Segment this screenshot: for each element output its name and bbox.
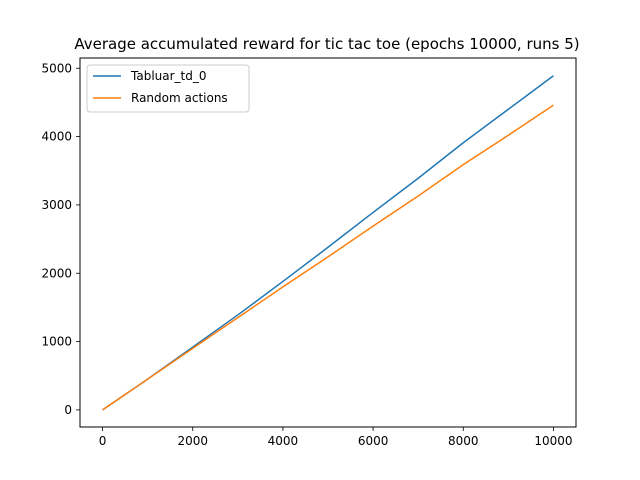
y-tick-label: 2000 — [41, 266, 72, 280]
legend-label-2: Random actions — [131, 91, 228, 105]
plot-frame — [79, 57, 577, 428]
plot-lines — [102, 75, 554, 411]
y-tick-label: 5000 — [41, 61, 72, 75]
x-tick-label: 10000 — [534, 434, 572, 448]
y-tick-label: 0 — [64, 403, 72, 417]
series-line-2 — [102, 104, 554, 411]
chart-title: Average accumulated reward for tic tac t… — [74, 35, 579, 53]
y-axis-ticks: 0 1000 2000 3000 4000 5000 — [41, 61, 80, 417]
series-line-1 — [102, 75, 554, 411]
x-tick-label: 6000 — [358, 434, 389, 448]
x-tick-label: 8000 — [448, 434, 479, 448]
legend: Tabluar_td_0 Random actions — [86, 64, 250, 113]
x-tick-label: 4000 — [268, 434, 299, 448]
legend-box — [86, 64, 250, 113]
legend-label-1: Tabluar_td_0 — [130, 69, 207, 83]
x-tick-label: 2000 — [177, 434, 208, 448]
y-tick-label: 3000 — [41, 198, 72, 212]
x-axis-ticks: 0 2000 4000 6000 8000 10000 — [99, 427, 573, 448]
x-tick-label: 0 — [99, 434, 107, 448]
y-tick-label: 4000 — [41, 130, 72, 144]
y-tick-label: 1000 — [41, 335, 72, 349]
